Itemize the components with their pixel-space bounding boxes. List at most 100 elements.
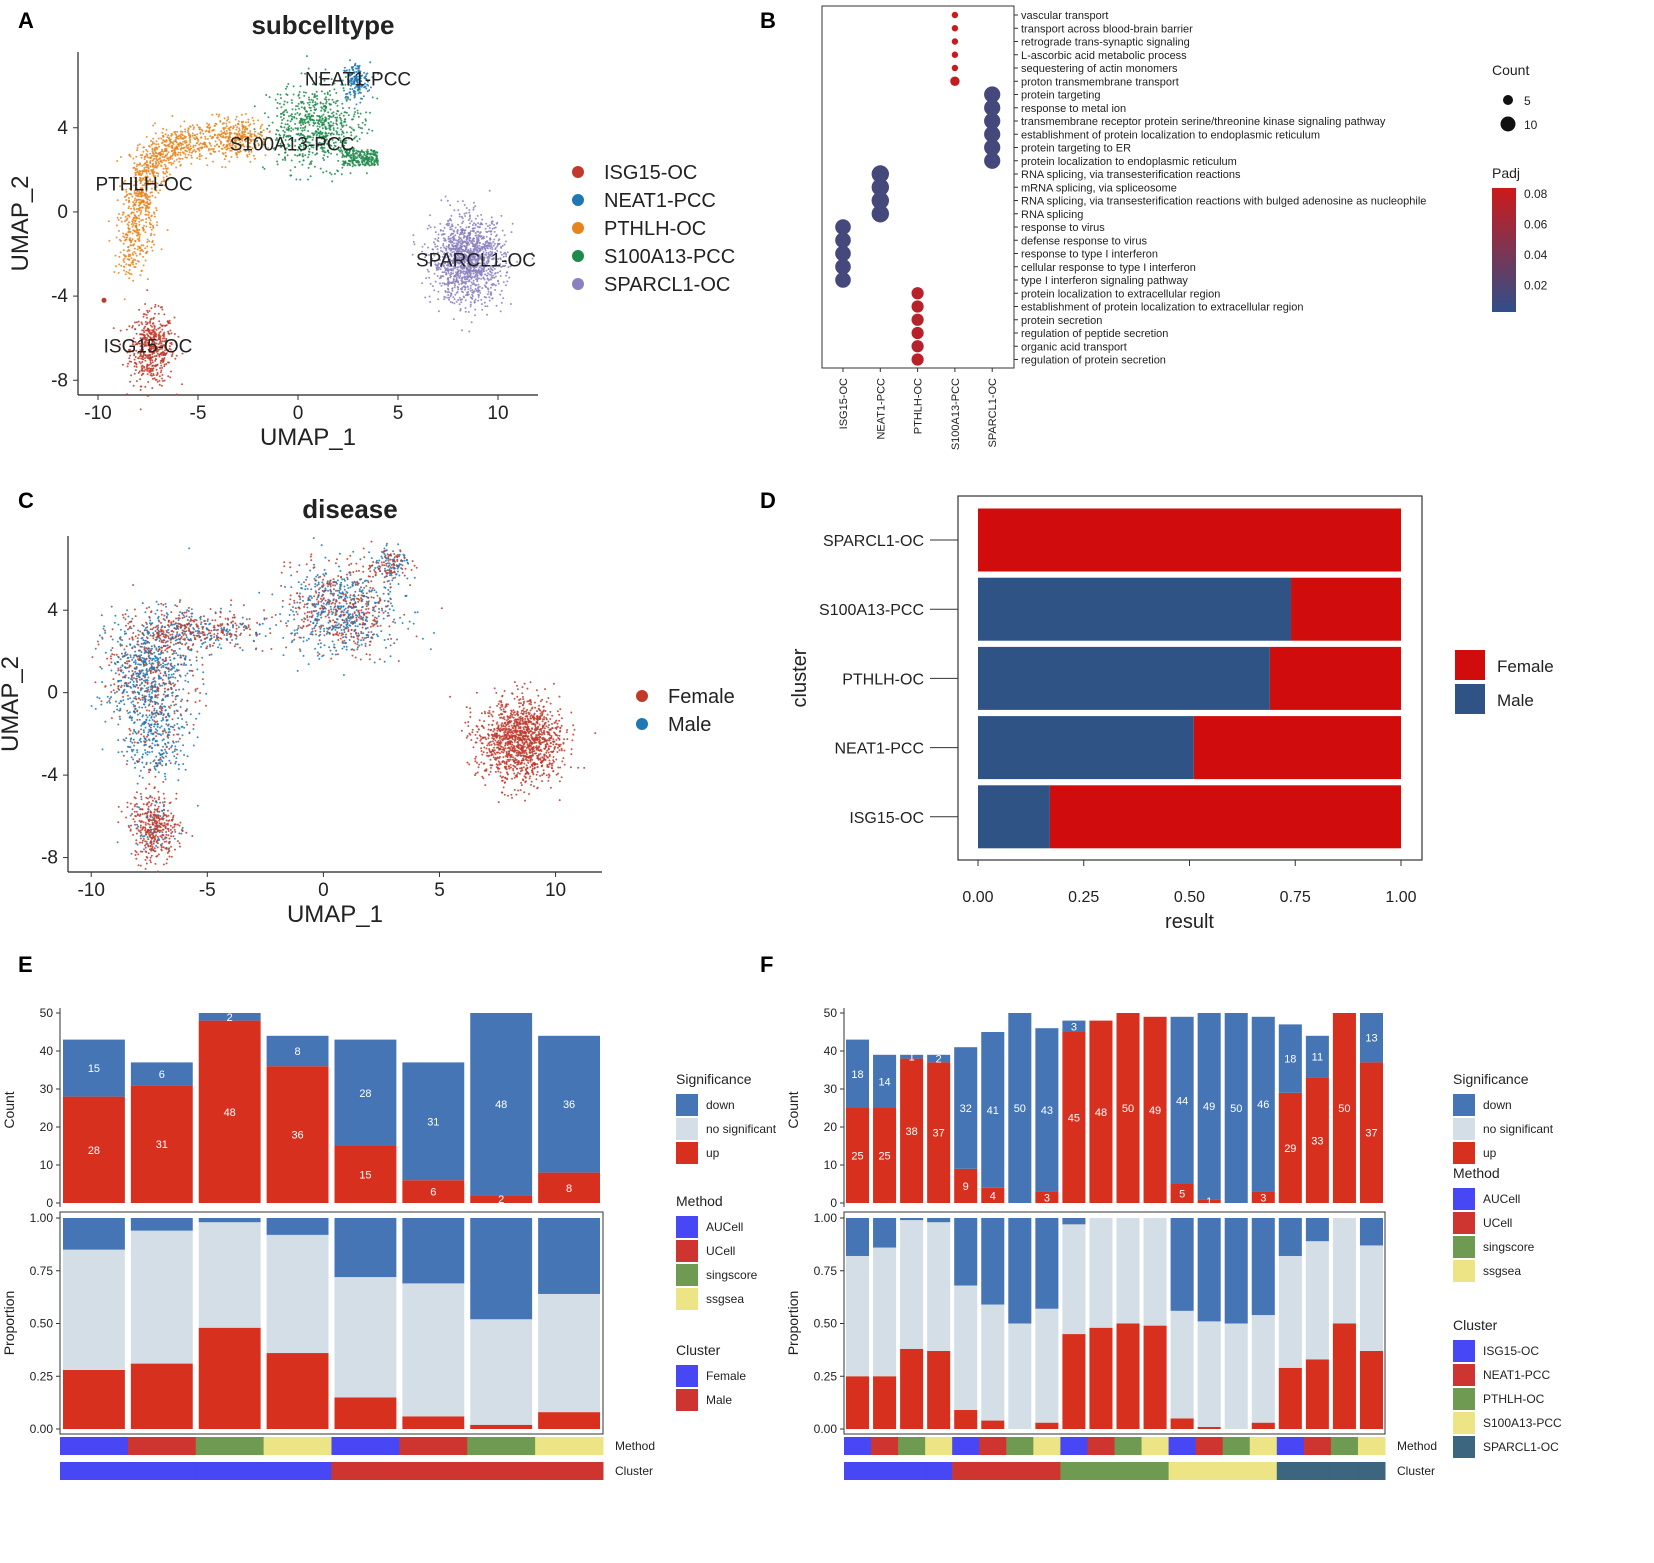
legend-swatch <box>1455 684 1485 714</box>
legend-label: down <box>706 1098 735 1112</box>
prop-tick-label: 0.25 <box>30 1369 54 1383</box>
bar-label-up: 3 <box>1260 1192 1266 1204</box>
count-bar-up <box>334 1146 397 1203</box>
x-tick-label: 0.25 <box>1068 889 1099 906</box>
count-bar-up <box>927 1062 951 1203</box>
legend-label: Female <box>706 1369 746 1383</box>
prop-bar-down <box>1062 1218 1086 1225</box>
dot-point <box>871 191 889 210</box>
prop-bar-up <box>1197 1426 1221 1429</box>
bar-label-down: 41 <box>987 1105 999 1117</box>
y-tick-label: 0 <box>47 683 58 704</box>
bar-label-up: 2 <box>498 1194 504 1206</box>
legend-label: S100A13-PCC <box>1483 1416 1562 1430</box>
colorbar-label: 0.04 <box>1524 248 1548 262</box>
count-bar-up <box>402 1180 465 1203</box>
prop-bar-down <box>470 1218 533 1320</box>
go-term-label: transmembrane receptor protein serine/th… <box>1021 116 1386 128</box>
x-tick-label: 0 <box>293 403 304 424</box>
prop-bar-down <box>130 1218 193 1231</box>
method-track-cell <box>399 1437 468 1455</box>
prop-bar-down <box>1170 1218 1194 1311</box>
y-axis-title: UMAP_2 <box>7 175 34 271</box>
method-track-cell <box>1114 1437 1143 1455</box>
chart-title: disease <box>302 494 397 524</box>
prop-bar-down <box>1035 1218 1059 1309</box>
cluster-track-cell <box>535 1462 604 1480</box>
bar-label-up: 31 <box>156 1139 168 1151</box>
cluster-track-cell <box>467 1462 536 1480</box>
y-tick-label: -4 <box>51 286 68 307</box>
go-term-label: response to virus <box>1021 222 1105 234</box>
prop-bar-up <box>1062 1334 1086 1429</box>
go-term-label: response to type I interferon <box>1021 249 1158 261</box>
legend-label: Male <box>706 1393 732 1407</box>
x-tick-label: 0.75 <box>1280 889 1311 906</box>
prop-bar-ns <box>266 1234 329 1354</box>
prop-bar-up <box>198 1327 261 1429</box>
prop-bar-ns <box>1143 1218 1167 1326</box>
legend-label: no significant <box>1483 1122 1554 1136</box>
prop-bar-ns <box>927 1222 951 1351</box>
count-bar-up <box>130 1085 193 1203</box>
outlier-point <box>101 297 107 303</box>
bar-label-down: 28 <box>359 1088 371 1100</box>
prop-bar-up <box>266 1353 329 1429</box>
legend-title: Significance <box>1453 1071 1529 1087</box>
method-track-cell <box>535 1437 604 1455</box>
count-bar-up <box>470 1195 533 1203</box>
prop-bar-ns <box>1251 1315 1275 1423</box>
legend-label: UCell <box>706 1244 735 1258</box>
count-bar-up <box>266 1066 329 1203</box>
track-label: Method <box>1397 1439 1437 1453</box>
cluster-track-cell <box>952 1462 980 1480</box>
category-label: PTHLH-OC <box>842 671 924 688</box>
cluster-track-cell <box>1033 1462 1061 1480</box>
cluster-track-cell <box>263 1462 332 1480</box>
umap-a: -10 -5 0 5 10 -8 -4 0 4 UMAP_1 UMAP_2 subcelltype NE… <box>7 10 735 451</box>
prop-bar-ns <box>470 1319 533 1425</box>
bar-label-up: 15 <box>359 1170 371 1182</box>
prop-bar-ns <box>1332 1218 1356 1324</box>
bar-label-up: 45 <box>1068 1113 1080 1125</box>
legend-swatch <box>676 1288 698 1310</box>
count-bar-down <box>1197 1013 1221 1200</box>
bar-label-up: 25 <box>851 1151 863 1163</box>
bar-label-down: 50 <box>1014 1103 1026 1115</box>
bar-label-down: 13 <box>1365 1033 1377 1045</box>
prop-bar-down <box>402 1218 465 1284</box>
x-axis-title: UMAP_1 <box>260 424 356 451</box>
count-bar-up <box>1143 1016 1167 1203</box>
colorbar-label: 0.08 <box>1524 187 1548 201</box>
y-axis-title: UMAP_2 <box>0 656 24 752</box>
method-track-cell <box>1357 1437 1386 1455</box>
legend-label: 10 <box>1524 118 1538 132</box>
count-bar-down <box>927 1054 951 1063</box>
count-bar-down <box>1359 1013 1383 1063</box>
cluster-annotation: NEAT1-PCC <box>305 69 411 90</box>
bar-segment-female <box>1193 716 1401 780</box>
panel-e: 0 10 20 30 40 50 0.00 0.25 0.50 0.75 1.00 Count Prop… <box>1 1006 777 1480</box>
bar-label-up: 37 <box>933 1128 945 1140</box>
prop-bar-down <box>1008 1218 1032 1324</box>
prop-bar-down <box>900 1218 924 1221</box>
cluster-track-cell <box>1087 1462 1115 1480</box>
legend-swatch <box>1453 1212 1475 1234</box>
go-term-label: protein targeting <box>1021 90 1101 102</box>
dot-point <box>950 76 960 86</box>
legend-swatch <box>1453 1340 1475 1362</box>
method-track-cell <box>1195 1437 1224 1455</box>
dot-point <box>835 219 851 235</box>
bar-label-down: 31 <box>427 1116 439 1128</box>
prop-bar-ns <box>1170 1310 1194 1419</box>
panel-label-d: D <box>760 488 776 513</box>
bar-label-up: 3 <box>1044 1192 1050 1204</box>
category-label: ISG15-OC <box>849 810 924 827</box>
prop-bar-ns <box>954 1285 978 1411</box>
x-axis-title: result <box>1165 911 1214 933</box>
count-bar-up <box>1116 1013 1140 1203</box>
legend-swatch <box>572 278 584 290</box>
count-bar-up <box>1305 1077 1329 1203</box>
count-bar-up <box>63 1096 125 1203</box>
bar-label-down: 8 <box>295 1046 301 1058</box>
